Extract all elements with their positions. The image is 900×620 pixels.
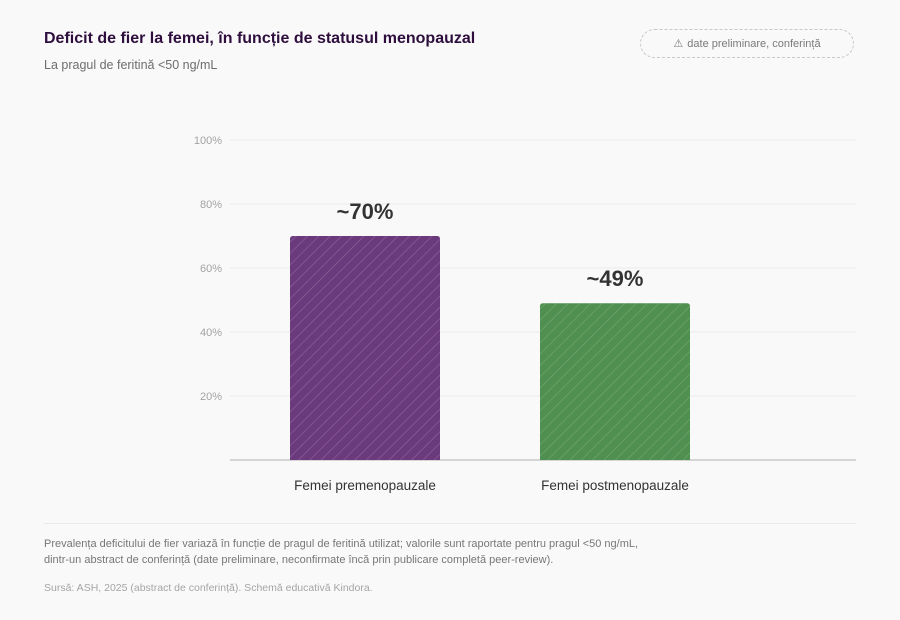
y-tick-label: 40% xyxy=(200,327,222,339)
bar xyxy=(540,303,690,460)
footnote: Prevalența deficitului de fier variază î… xyxy=(44,536,684,568)
y-tick-label: 20% xyxy=(200,391,222,403)
badge-label: date preliminare, conferință xyxy=(687,37,821,50)
bar xyxy=(290,236,440,460)
warning-icon: ⚠ xyxy=(673,38,684,50)
footnote-line-1: Prevalența deficitului de fier variază î… xyxy=(44,538,639,550)
bar-value-label: ~70% xyxy=(337,199,394,224)
x-category-label: Femei postmenopauzale xyxy=(541,478,689,493)
x-category-label: Femei premenopauzale xyxy=(294,478,436,493)
bar-hatch xyxy=(290,236,440,460)
footnote-line-2: dintr-un abstract de conferință (date pr… xyxy=(44,554,554,566)
bar-chart: 20% 40% 60% 80% 100% ~70% Femei premenopauzale… xyxy=(194,135,856,493)
y-tick-label: 80% xyxy=(200,199,222,211)
labels: 20% 40% 60% 80% 100% ~70% Femei premenopauzale… xyxy=(194,135,689,493)
y-tick-label: 60% xyxy=(200,263,222,275)
bars xyxy=(290,236,690,460)
preliminary-data-badge: ⚠ date preliminare, conferință xyxy=(640,29,854,58)
bar-value-label: ~49% xyxy=(587,266,644,291)
bar-hatch xyxy=(540,303,690,460)
chart-subtitle: La pragul de feritină <50 ng/mL xyxy=(44,58,218,72)
source-credit: Sursă: ASH, 2025 (abstract de conferință… xyxy=(44,582,373,594)
footer-divider xyxy=(44,523,856,524)
chart-title: Deficit de fier la femei, în funcție de … xyxy=(44,30,476,47)
y-tick-label: 100% xyxy=(194,135,222,147)
